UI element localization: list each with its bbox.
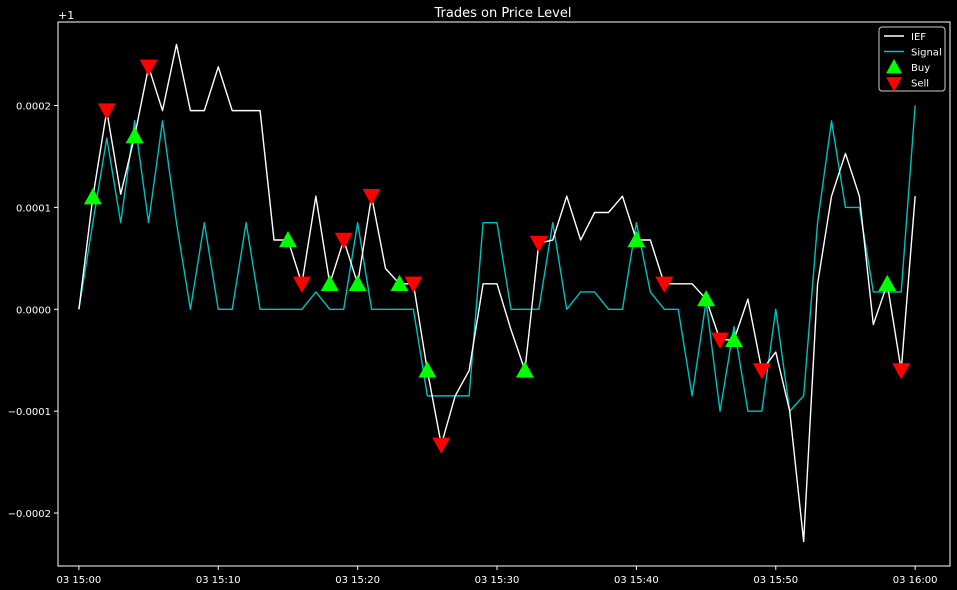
- sell-marker: [892, 363, 911, 380]
- legend-swatch-buy: [886, 59, 902, 74]
- y-tick-label: −0.0001: [8, 407, 51, 418]
- buy-marker: [125, 127, 144, 144]
- sell-marker: [362, 189, 381, 206]
- axis-layer: 03 15:00 03 15:10 03 15:20 03 15:30 03 15:40…: [8, 21, 951, 586]
- axes-frame: [57, 21, 951, 567]
- sell-marker: [655, 276, 674, 293]
- legend-swatch-sell: [886, 77, 902, 92]
- legend-label: Buy: [911, 63, 930, 74]
- buy-marker: [320, 274, 339, 292]
- legend-label: Sell: [911, 79, 929, 90]
- chart-title: Trades on Price Level: [434, 6, 572, 21]
- sell-marker: [97, 103, 116, 120]
- x-tick-label: 03 15:10: [196, 575, 241, 586]
- sell-marker: [334, 232, 353, 250]
- buy-marker: [83, 188, 102, 205]
- y-tick-label: 0.0002: [16, 102, 51, 113]
- legend-item-sell: Sell: [886, 77, 929, 92]
- sell-marker: [139, 59, 158, 76]
- buy-marker: [724, 330, 743, 348]
- legend-box: [878, 26, 946, 92]
- x-tick-label: 03 15:20: [335, 575, 380, 586]
- sell-marker: [404, 276, 423, 293]
- series-line-ief: [78, 43, 916, 543]
- sell-marker: [752, 363, 771, 380]
- buy-marker: [418, 361, 437, 378]
- y-tick-label: 0.0001: [16, 203, 51, 214]
- legend-item-ief: IEF: [884, 32, 926, 43]
- buy-marker: [390, 274, 409, 292]
- y-tick-label: −0.0002: [8, 509, 51, 520]
- buy-marker: [878, 274, 897, 292]
- buy-marker: [627, 231, 646, 248]
- legend-label: Signal: [911, 48, 942, 59]
- x-tick-label: 03 15:30: [475, 575, 520, 586]
- legend-label: IEF: [911, 32, 926, 43]
- x-tick-label: 03 15:50: [753, 575, 798, 586]
- x-tick-label: 03 16:00: [893, 575, 938, 586]
- legend: IEF Signal Buy Sell: [878, 26, 946, 92]
- sell-marker: [711, 332, 730, 349]
- buy-marker: [515, 361, 534, 378]
- sell-marker: [529, 235, 548, 253]
- sell-marker: [292, 276, 311, 293]
- marker-layer: [83, 59, 911, 454]
- x-tick-label: 03 15:40: [614, 575, 659, 586]
- y-tick-label: 0.0000: [16, 305, 51, 316]
- buy-marker: [348, 274, 367, 292]
- x-tick-label: 03 15:00: [57, 575, 102, 586]
- offset-label: +1: [58, 9, 74, 22]
- series-layer: [78, 43, 916, 543]
- buy-marker: [278, 231, 297, 248]
- sell-marker: [432, 437, 451, 454]
- legend-item-buy: Buy: [886, 59, 930, 74]
- legend-item-signal: Signal: [884, 48, 942, 59]
- buy-marker: [697, 290, 716, 307]
- series-line-signal: [78, 105, 916, 412]
